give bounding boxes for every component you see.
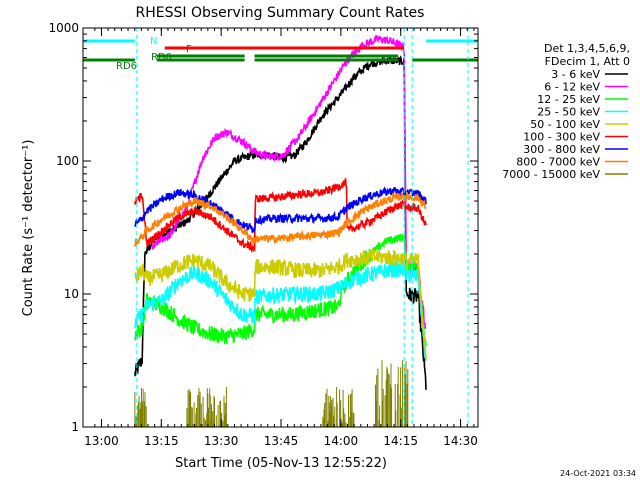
legend-header-line-2: FDecim 1, Att 0: [545, 55, 630, 68]
series-line-300-800-kev: [134, 186, 427, 234]
chart-title: RHESSI Observing Summary Count Rates: [136, 5, 425, 21]
x-tick-label: 13:15: [144, 434, 179, 448]
attenuator-bars: F RD0 RD6 N: [83, 36, 478, 72]
legend-label-12-25-kev: 12 - 25 keV: [537, 93, 600, 106]
x-tick-label: 14:00: [324, 434, 359, 448]
legend-label-300-800-kev: 300 - 800 keV: [523, 143, 600, 156]
axis-ticks: 13:00 13:15 13:30 13:45 14:00 14:15 14:30 1 10 10…: [48, 21, 478, 448]
legend-label-800-7000-kev: 800 - 7000 keV: [516, 156, 600, 169]
legend-label-100-300-kev: 100 - 300 keV: [523, 131, 600, 144]
legend-label-50-100-kev: 50 - 100 keV: [530, 118, 600, 131]
series-line-25-50-kev: [134, 259, 427, 361]
series-line-12-25-kev: [134, 233, 427, 346]
legend-label-3-6-kev: 3 - 6 keV: [551, 68, 600, 81]
y-tick-label: 1000: [48, 21, 79, 35]
legend-header-line-1: Det 1,3,4,5,6,9,: [544, 42, 630, 55]
series-line-800-7000-kev: [134, 191, 427, 247]
x-tick-label: 13:30: [204, 434, 239, 448]
x-axis-label: Start Time (05-Nov-13 12:55:22): [175, 456, 387, 471]
series-line-3-6-kev: [134, 55, 427, 390]
x-tick-label: 14:30: [443, 434, 478, 448]
x-tick-label: 14:15: [383, 434, 418, 448]
x-tick-label: 13:00: [84, 434, 119, 448]
status-label-rd0: RD0: [151, 52, 172, 63]
status-label-f: F: [186, 44, 192, 55]
night-markers: [136, 28, 469, 427]
legend-label-25-50-kev: 25 - 50 keV: [537, 106, 600, 119]
legend: Det 1,3,4,5,6,9, FDecim 1, Att 0 3 - 6 k…: [502, 42, 630, 181]
plot-frame: [82, 27, 479, 428]
legend-label-6-12-kev: 6 - 12 keV: [544, 81, 600, 94]
status-label-n: N: [150, 36, 157, 47]
series-line-50-100-kev: [134, 248, 427, 361]
status-label-rd6: RD6: [116, 61, 137, 72]
series-group: [134, 34, 427, 427]
y-tick-label: 1: [71, 420, 79, 434]
y-axis-label: Count Rate (s⁻¹ detector⁻¹): [21, 140, 36, 317]
series-line-6-12-kev: [151, 34, 427, 330]
series-line-7000-15000-kev: [134, 360, 409, 427]
y-tick-label: 100: [56, 154, 79, 168]
y-tick-label: 10: [64, 287, 79, 301]
timestamp: 24-Oct-2021 03:34: [560, 469, 636, 478]
series-line-100-300-kev: [134, 178, 427, 254]
x-tick-label: 13:45: [264, 434, 299, 448]
legend-label-7000-15000-kev: 7000 - 15000 keV: [502, 168, 600, 181]
